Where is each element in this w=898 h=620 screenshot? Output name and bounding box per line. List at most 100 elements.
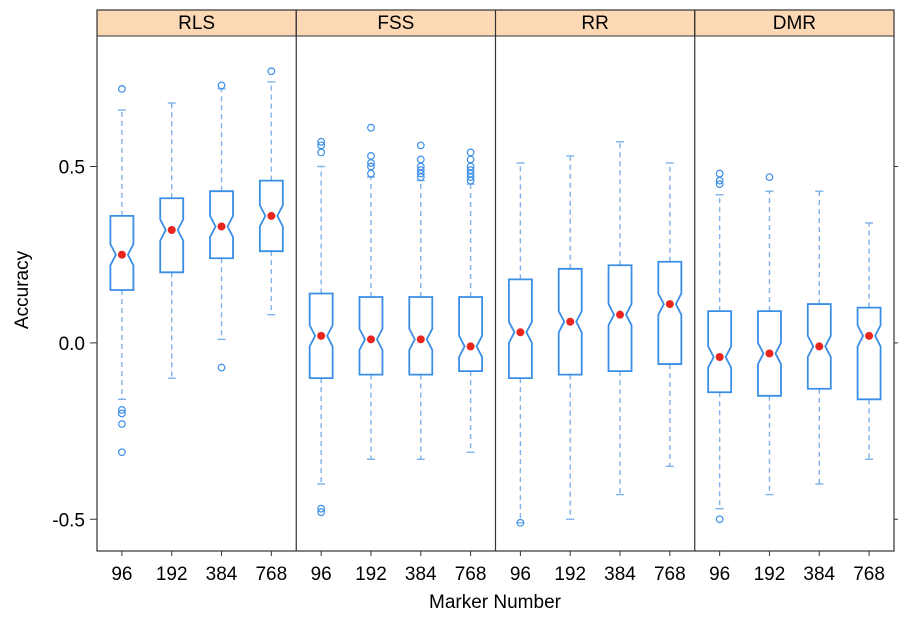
outlier-point (317, 504, 326, 513)
panel-strip-label: DMR (773, 13, 816, 34)
outlier-point (715, 176, 724, 185)
mean-point (765, 349, 774, 358)
outlier-point (367, 123, 375, 132)
outlier-point (317, 508, 326, 517)
box-group (209, 81, 234, 372)
mean-point (665, 300, 674, 309)
panel-strip-label: RR (581, 13, 608, 34)
box-body (159, 197, 185, 274)
box-body (557, 267, 583, 376)
outlier-point (267, 67, 276, 76)
outlier-point (118, 406, 126, 414)
box-group (109, 85, 135, 457)
x-tick-label: 96 (311, 564, 332, 585)
panel-strip (495, 9, 696, 37)
x-tick-label: 192 (355, 564, 387, 585)
mean-point (466, 342, 475, 351)
mean-point (366, 335, 375, 344)
outlier-point (416, 141, 425, 150)
y-tick-label: 0.5 (59, 158, 85, 179)
box-body (358, 296, 384, 376)
outlier-point (765, 173, 774, 181)
outlier-point (367, 169, 375, 178)
y-tick-label: -0.5 (52, 510, 85, 531)
outlier-point (466, 173, 475, 181)
outlier-point (516, 518, 525, 527)
mean-point (317, 331, 326, 340)
x-tick-label: 96 (510, 564, 531, 585)
box-body (707, 310, 733, 394)
box-group (408, 141, 434, 460)
box-group (856, 222, 882, 460)
outlier-point (367, 159, 375, 167)
x-tick-label: 96 (709, 564, 730, 585)
outlier-point (118, 409, 126, 418)
panel-strips: RLS FSS RR DMR (96, 9, 895, 37)
panel-background (495, 36, 695, 551)
box-body (657, 260, 683, 365)
x-tick-label: 96 (111, 564, 132, 585)
box-group (657, 162, 683, 468)
mean-point (416, 335, 425, 344)
x-axis-label: Marker Number (429, 592, 562, 613)
box-body (458, 296, 483, 373)
panel-strip-label: FSS (377, 13, 414, 34)
box-marks (109, 67, 882, 527)
outlier-point (317, 137, 326, 146)
panel-strip-label: RLS (178, 13, 215, 34)
box-group (757, 173, 782, 496)
x-tick-label: 768 (255, 564, 287, 585)
outlier-point (217, 363, 226, 372)
mean-point (267, 211, 276, 220)
panel-strip (96, 9, 297, 37)
x-tick-label: 384 (405, 564, 437, 585)
box-body (258, 179, 284, 253)
mean-point (217, 222, 226, 231)
mean-point (616, 310, 625, 319)
x-tick-label: 384 (604, 564, 636, 585)
mean-point (566, 317, 575, 326)
box-body (856, 306, 882, 401)
x-tick-label: 768 (853, 564, 885, 585)
box-group (258, 67, 284, 316)
outlier-point (317, 148, 326, 157)
box-group (806, 190, 832, 485)
outlier-point (118, 85, 126, 93)
box-group (557, 155, 583, 520)
mean-point (815, 342, 824, 351)
box-body (757, 310, 782, 397)
box-group (707, 169, 733, 524)
x-tick-label: 768 (654, 564, 686, 585)
box-group (159, 102, 185, 379)
y-axis-label: Accuracy (12, 250, 33, 329)
mean-point (117, 250, 126, 259)
box-body (308, 292, 334, 380)
x-tick-label: 192 (554, 564, 586, 585)
box-body (508, 278, 533, 380)
box-group (607, 141, 633, 496)
panel-frames (96, 9, 895, 552)
mean-point (865, 331, 874, 340)
y-tick-label: 0.0 (59, 334, 85, 355)
outlier-point (466, 176, 475, 185)
mean-point (167, 226, 176, 235)
outlier-point (118, 448, 126, 457)
box-body (408, 296, 434, 376)
outlier-point (416, 173, 425, 181)
box-body (109, 214, 135, 291)
panel-background (97, 36, 297, 551)
box-body (209, 190, 234, 260)
box-group (458, 148, 483, 453)
outlier-point (217, 81, 226, 90)
x-tick-label: 192 (754, 564, 786, 585)
x-tick-label: 384 (803, 564, 835, 585)
outlier-point (416, 169, 425, 178)
x-tick-label: 192 (156, 564, 188, 585)
outlier-point (715, 515, 724, 524)
mean-point (715, 352, 724, 361)
box-group (358, 123, 384, 460)
axes: -0.5 0.0 0.5 96 192 384 768 96 192 384 768 96 192 384… (52, 158, 898, 585)
box-body (806, 303, 832, 390)
